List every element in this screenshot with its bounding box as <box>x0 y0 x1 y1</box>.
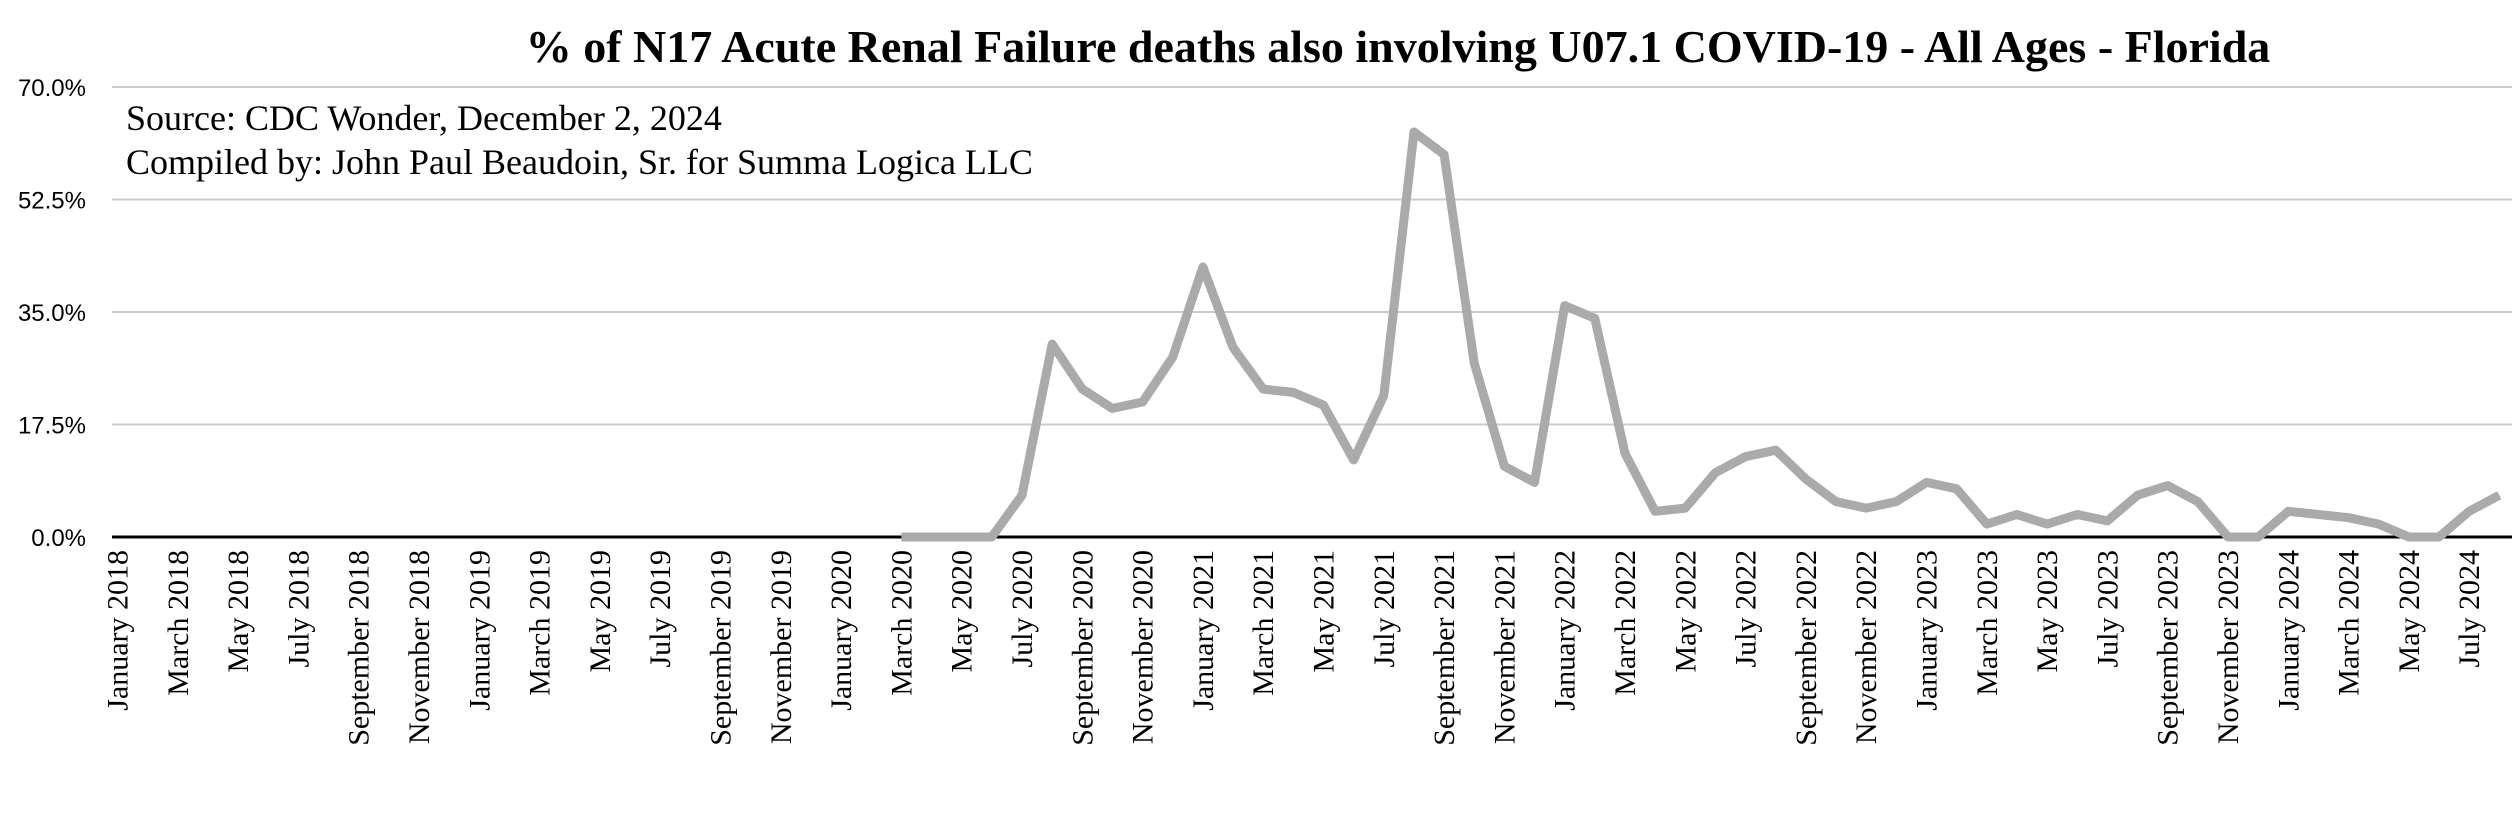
x-tick-label: November 2020 <box>1127 550 1160 744</box>
x-tick-label: September 2020 <box>1066 550 1099 746</box>
x-tick-label: March 2019 <box>524 550 557 696</box>
x-tick-label: March 2020 <box>885 550 918 696</box>
chart-title: % of N17 Acute Renal Failure deaths also… <box>526 21 2271 72</box>
x-tick-label: January 2019 <box>463 550 496 711</box>
source-annotation: Source: CDC Wonder, December 2, 2024 <box>126 98 722 138</box>
x-tick-label: January 2020 <box>825 550 858 711</box>
x-tick-label: May 2022 <box>1669 550 1702 673</box>
x-tick-label: July 2023 <box>2091 550 2124 668</box>
x-tick-label: January 2023 <box>1911 550 1944 711</box>
x-tick-label: September 2018 <box>343 550 376 746</box>
y-tick-label: 17.5% <box>18 413 86 440</box>
x-tick-label: May 2019 <box>584 550 617 673</box>
y-tick-label: 0.0% <box>31 525 86 552</box>
x-tick-label: March 2021 <box>1247 550 1280 696</box>
x-tick-label: July 2019 <box>644 550 677 668</box>
x-axis-ticks: January 2018 March 2018 May 2018 July 2018 S… <box>102 550 2487 746</box>
x-tick-label: January 2018 <box>102 550 135 711</box>
compiled-by-annotation: Compiled by: John Paul Beaudoin, Sr. for… <box>126 142 1033 182</box>
x-tick-label: July 2024 <box>2453 550 2486 668</box>
x-tick-label: March 2023 <box>1971 550 2004 696</box>
series-line <box>901 127 2502 542</box>
x-tick-label: March 2024 <box>2333 550 2366 696</box>
y-axis-ticks: 0.0% 17.5% 35.0% 52.5% 70.0% <box>18 75 86 552</box>
x-tick-label: May 2020 <box>946 550 979 673</box>
x-tick-label: July 2018 <box>282 550 315 668</box>
x-tick-label: July 2021 <box>1368 550 1401 668</box>
x-tick-label: May 2023 <box>2031 550 2064 673</box>
x-tick-label: January 2021 <box>1187 550 1220 711</box>
x-tick-label: July 2022 <box>1730 550 1763 668</box>
x-tick-label: September 2021 <box>1428 550 1461 746</box>
x-tick-label: November 2018 <box>403 550 436 744</box>
x-tick-label: September 2023 <box>2152 550 2185 746</box>
x-tick-label: November 2021 <box>1488 550 1521 744</box>
x-tick-label: November 2019 <box>765 550 798 744</box>
x-tick-label: May 2021 <box>1308 550 1341 673</box>
x-tick-label: May 2018 <box>222 550 255 673</box>
x-tick-label: September 2022 <box>1790 550 1823 746</box>
x-tick-label: January 2022 <box>1549 550 1582 711</box>
y-tick-label: 70.0% <box>18 75 86 102</box>
x-tick-label: November 2023 <box>2212 550 2245 744</box>
x-tick-label: November 2022 <box>1850 550 1883 744</box>
annotation-background <box>112 90 1162 194</box>
x-tick-label: May 2024 <box>2393 550 2426 673</box>
y-tick-label: 52.5% <box>18 188 86 215</box>
x-tick-label: September 2019 <box>705 550 738 746</box>
x-tick-label: March 2022 <box>1609 550 1642 696</box>
gridlines <box>112 86 2512 426</box>
y-tick-label: 35.0% <box>18 300 86 327</box>
x-tick-label: March 2018 <box>162 550 195 696</box>
x-tick-label: January 2024 <box>2272 550 2305 711</box>
x-tick-label: July 2020 <box>1006 550 1039 668</box>
